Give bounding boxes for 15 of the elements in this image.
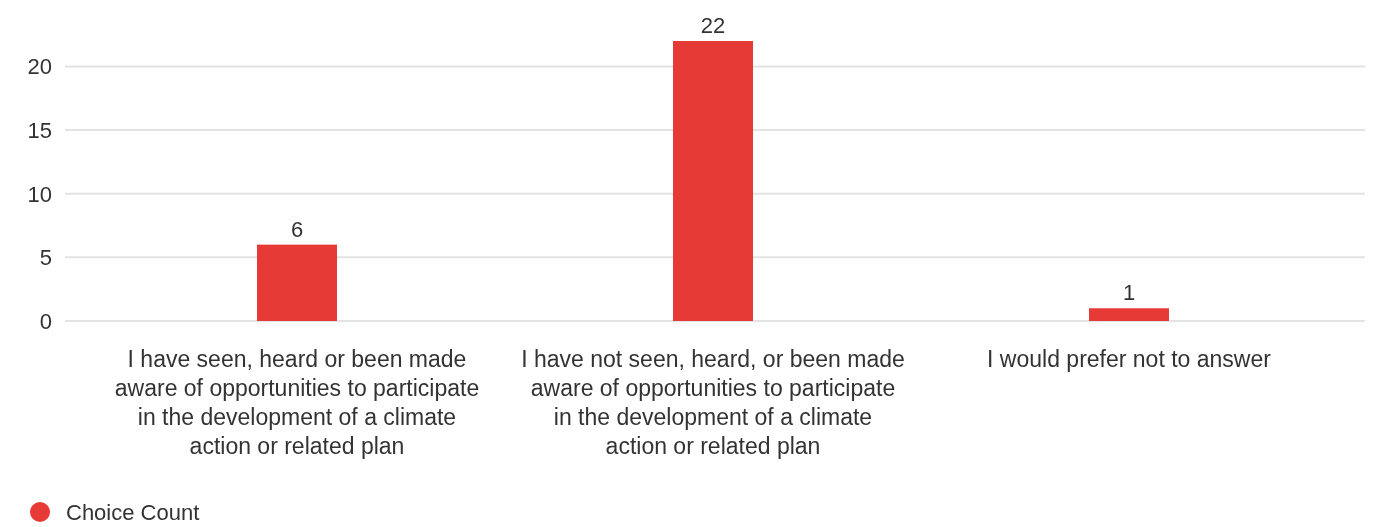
data-label: 1: [1122, 280, 1136, 306]
x-tick-label: I would prefer not to answer: [987, 346, 1272, 372]
bar: [1089, 308, 1169, 321]
y-tick-label: 10: [27, 181, 52, 207]
y-tick-label: 15: [27, 118, 52, 144]
legend-label: Choice Count: [66, 500, 200, 525]
data-label: 22: [700, 13, 726, 38]
y-tick-label: 20: [27, 54, 52, 80]
data-label: 6: [290, 216, 304, 242]
y-tick-label: 0: [39, 309, 52, 334]
bar: [257, 244, 337, 321]
y-tick-label: 5: [39, 245, 52, 271]
bar: [673, 41, 753, 321]
x-tick-label: I have seen, heard or been made aware of opportunities to participate in the development of a climate action or related plan: [114, 346, 480, 459]
x-tick-label: I have not seen, heard, or been made aware of opportunities to participate in the development of a climate action or related plan: [521, 346, 905, 459]
